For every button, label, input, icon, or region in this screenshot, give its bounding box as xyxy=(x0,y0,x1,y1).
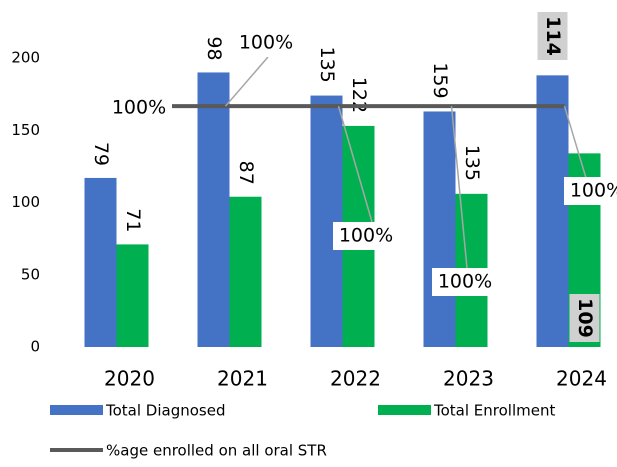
label-box xyxy=(233,29,299,57)
bar xyxy=(116,244,149,347)
data-label: 100% xyxy=(112,97,166,119)
data-label: 122 xyxy=(348,77,370,113)
bar xyxy=(423,111,456,347)
legend-swatch xyxy=(50,405,103,415)
y-tick-label: 100 xyxy=(11,193,40,211)
leader-line xyxy=(224,56,269,107)
leader-line xyxy=(450,106,468,269)
label-box xyxy=(432,268,498,296)
data-label: 114 xyxy=(542,16,564,56)
x-tick-label: 2024 xyxy=(556,367,607,391)
bar xyxy=(197,72,230,347)
data-label: 135 xyxy=(316,46,338,82)
legend-swatch xyxy=(378,405,431,415)
legend-label: Total Enrollment xyxy=(433,402,555,420)
x-tick-label: 2021 xyxy=(217,367,268,391)
data-label: 79 xyxy=(90,142,112,166)
data-label: 100% xyxy=(570,180,617,202)
legend-label: %age enrolled on all oral STR xyxy=(106,442,327,460)
data-label: 71 xyxy=(122,208,144,232)
label-box xyxy=(106,94,172,122)
label-box xyxy=(537,12,568,60)
data-label: 100% xyxy=(339,225,393,247)
y-tick-label: 150 xyxy=(11,121,40,139)
y-tick-label: 200 xyxy=(11,49,40,67)
bar xyxy=(84,177,117,347)
label-box xyxy=(333,222,399,250)
x-tick-label: 2023 xyxy=(443,367,494,391)
y-tick-label: 0 xyxy=(30,338,40,356)
legend-label: Total Diagnosed xyxy=(105,402,225,420)
data-label: 135 xyxy=(461,145,483,181)
data-label: 87 xyxy=(235,161,257,185)
label-box xyxy=(564,177,617,205)
leader-line xyxy=(337,105,373,223)
y-tick-label: 50 xyxy=(21,265,40,283)
data-label: 98 xyxy=(203,36,225,60)
x-tick-label: 2022 xyxy=(330,367,381,391)
bar xyxy=(229,196,262,347)
data-label: 159 xyxy=(429,62,451,98)
leader-line xyxy=(563,105,587,179)
data-label: 109 xyxy=(574,298,596,338)
bar xyxy=(310,95,343,347)
bar xyxy=(536,75,569,347)
data-label: 100% xyxy=(438,271,492,293)
label-box xyxy=(569,294,600,342)
x-tick-label: 2020 xyxy=(104,367,155,391)
data-label: 100% xyxy=(239,32,293,54)
